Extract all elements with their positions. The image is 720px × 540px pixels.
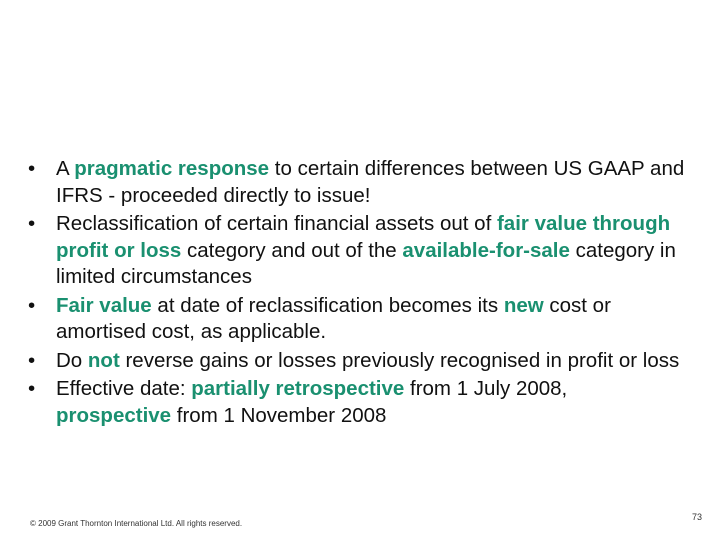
copyright-footer: © 2009 Grant Thornton International Ltd.… <box>30 519 243 528</box>
bullet-text: Do <box>56 348 88 372</box>
bullet-icon: • <box>28 348 36 372</box>
highlighted-text: fair value through profit or loss <box>56 212 671 262</box>
highlighted-text: partially retrospective <box>191 377 405 400</box>
bullet-icon: • <box>28 377 36 400</box>
highlighted-text: new <box>503 293 544 317</box>
bullet-text: from 1 July 2008, <box>404 377 568 400</box>
page-number: 73 <box>691 512 702 522</box>
bullet-text: Effective date: <box>56 377 192 400</box>
bullet-text: from 1 November 2008 <box>171 403 387 427</box>
bullet-text: at date of reclassification becomes its <box>151 293 504 317</box>
bullet-item: • Effective date: partially retrospective… <box>26 376 686 429</box>
bullet-text: cost or amortised cost, as applicable. <box>56 293 611 344</box>
highlighted-text: not <box>87 348 120 372</box>
bullet-text: A <box>56 157 75 180</box>
bullet-text: to certain differences between US GAAP a… <box>56 157 685 207</box>
bullet-item: • Reclassification of certain financial a… <box>26 211 686 291</box>
highlighted-text: prospective <box>56 403 172 427</box>
bullet-text: reverse gains or losses previously recog… <box>119 348 680 372</box>
highlighted-text: pragmatic response <box>74 157 270 180</box>
bullet-text: category and out of the <box>181 238 403 262</box>
highlighted-text: Fair value <box>56 293 152 317</box>
bullet-item: • Fair value at date of reclassification … <box>26 293 686 346</box>
bullet-icon: • <box>28 293 36 317</box>
bullet-item: • Do not reverse gains or losses previous… <box>26 348 686 375</box>
bullet-icon: • <box>28 212 36 235</box>
bullet-text: category in limited circumstances <box>56 238 676 289</box>
bullet-text: Reclassification of certain financial as… <box>56 212 497 235</box>
bullet-item: • A pragmatic response to certain differe… <box>26 156 686 209</box>
bullet-icon: • <box>28 157 36 180</box>
highlighted-text: available-for-sale <box>402 238 570 262</box>
bullet-list: • A pragmatic response to certain differe… <box>26 156 686 431</box>
